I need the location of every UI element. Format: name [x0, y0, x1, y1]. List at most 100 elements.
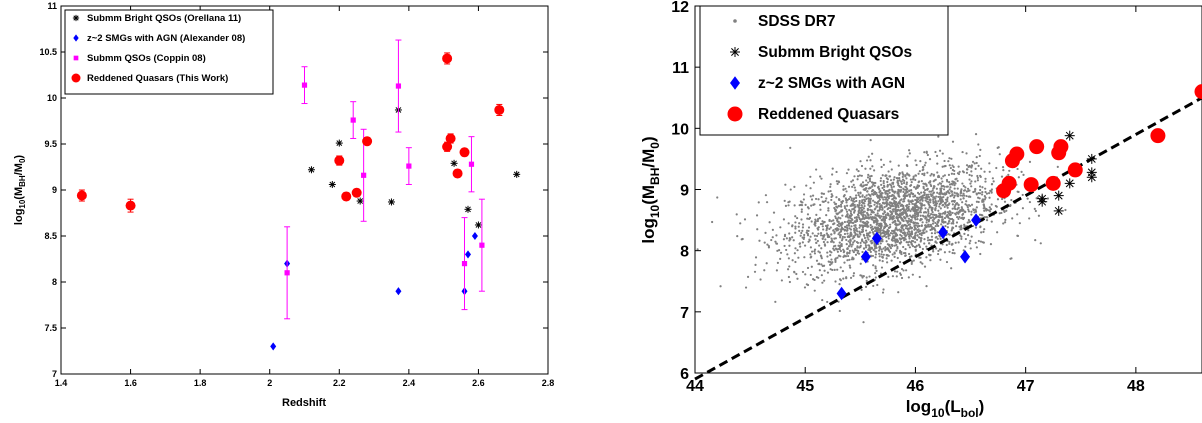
right-sdss-point — [955, 221, 959, 224]
right-sdss-point — [849, 243, 852, 246]
right-sdss-point — [888, 226, 891, 229]
right-sdss-point — [853, 211, 856, 214]
right-sdss-point — [975, 246, 978, 249]
right-sdss-point — [880, 253, 883, 256]
right-sdss-point — [900, 229, 903, 232]
right-sdss-point — [931, 194, 934, 197]
right-sdss-point — [902, 239, 906, 242]
right-sdss-point — [823, 244, 827, 247]
right-sdss-point — [948, 183, 952, 186]
right-y-tick-label: 12 — [671, 0, 689, 16]
right-sdss-point — [775, 269, 778, 272]
right-sdss-point — [905, 186, 908, 189]
right-sdss-point — [918, 196, 921, 199]
right-sdss-point — [968, 242, 971, 245]
left-legend-marker — [73, 34, 79, 42]
right-sdss-point — [878, 208, 882, 211]
right-sdss-point — [858, 202, 861, 205]
right-sdss-point — [830, 251, 833, 254]
right-sdss-point — [855, 216, 858, 219]
right-sdss-point — [838, 241, 841, 244]
right-sdss-point — [895, 203, 898, 207]
right-sdss-point — [834, 202, 838, 206]
right-sdss-point — [821, 220, 824, 223]
right-sdss-point — [977, 200, 980, 204]
right-sdss-point — [853, 200, 856, 203]
right-sdss-point — [849, 234, 852, 237]
right-sdss-point — [935, 154, 939, 157]
right-point — [1045, 175, 1061, 191]
right-sdss-point — [888, 243, 891, 246]
right-sdss-point — [966, 234, 970, 237]
right-sdss-point — [867, 181, 870, 184]
right-sdss-point — [818, 244, 821, 247]
right-sdss-point — [803, 244, 807, 247]
right-sdss-point — [799, 245, 802, 248]
right-sdss-point — [896, 223, 900, 226]
right-sdss-point — [925, 150, 928, 153]
right-sdss-point — [884, 223, 887, 226]
right-sdss-point — [914, 234, 917, 237]
right-sdss-point — [878, 249, 881, 252]
right-x-tick-label: 45 — [796, 378, 814, 395]
right-sdss-point — [935, 247, 938, 250]
right-sdss-point — [1056, 165, 1059, 169]
right-sdss-point — [963, 194, 966, 197]
right-sdss-point — [902, 211, 905, 214]
right-sdss-point — [886, 253, 889, 257]
right-sdss-point — [987, 192, 991, 195]
right-sdss-point — [851, 202, 855, 205]
right-sdss-point — [787, 222, 790, 225]
right-sdss-point — [927, 202, 930, 205]
right-sdss-point — [767, 246, 771, 249]
left-point — [301, 82, 308, 88]
right-sdss-point — [851, 243, 854, 246]
right-sdss-point — [840, 244, 843, 248]
right-sdss-point — [891, 275, 895, 278]
right-sdss-point — [892, 235, 895, 238]
left-panel: 1.4 1.6 1.8 2 2.2 2.4 2.6 2.877.588.599.51010.5… — [13, 1, 554, 409]
right-sdss-point — [829, 226, 832, 229]
right-sdss-point — [915, 186, 918, 189]
right-sdss-point — [937, 212, 941, 215]
right-sdss-point — [900, 267, 904, 271]
right-point — [860, 250, 871, 264]
right-point-stroke — [1065, 131, 1074, 140]
right-sdss-point — [964, 245, 967, 248]
right-sdss-point — [965, 152, 968, 155]
left-plot-data — [76, 39, 521, 351]
right-sdss-point — [859, 184, 862, 187]
left-legend-marker — [73, 55, 79, 61]
right-sdss-point — [936, 237, 939, 240]
right-sdss-point — [930, 227, 934, 230]
right-sdss-point — [865, 197, 868, 200]
right-sdss-point — [782, 218, 786, 221]
left-point — [270, 342, 277, 351]
right-sdss-point — [851, 185, 854, 188]
right-sdss-point — [969, 204, 972, 208]
right-sdss-point — [951, 203, 954, 206]
right-sdss-point — [906, 231, 909, 234]
right-sdss-point — [930, 238, 934, 241]
left-x-tick-label: 1.4 — [55, 378, 68, 388]
right-sdss-point — [902, 215, 906, 219]
right-sdss-point — [852, 274, 855, 277]
right-sdss-point — [893, 219, 897, 222]
right-sdss-point — [803, 233, 806, 237]
right-sdss-point — [908, 246, 912, 249]
right-sdss-point — [799, 200, 803, 203]
right-sdss-point — [914, 204, 917, 207]
right-sdss-point — [980, 231, 983, 234]
right-sdss-point — [820, 177, 823, 180]
right-sdss-point — [889, 210, 893, 213]
right-sdss-point — [801, 229, 804, 232]
right-sdss-point — [882, 181, 885, 185]
right-point — [1064, 130, 1075, 141]
right-sdss-point — [860, 288, 863, 291]
right-sdss-point — [1028, 160, 1032, 164]
right-sdss-point — [835, 248, 838, 251]
right-sdss-point — [839, 279, 842, 282]
right-sdss-point — [822, 264, 826, 267]
right-sdss-point — [909, 218, 912, 222]
right-sdss-point — [842, 195, 846, 198]
